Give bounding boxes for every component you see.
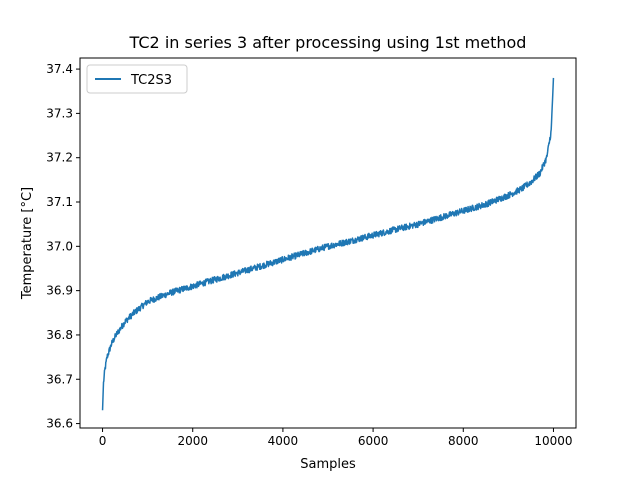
- y-tick-label: 37.2: [46, 151, 73, 165]
- x-tick-label: 6000: [358, 434, 389, 448]
- y-axis-label: Temperature [°C]: [20, 187, 35, 300]
- x-tick-label: 4000: [268, 434, 299, 448]
- y-tick-label: 37.1: [46, 195, 73, 209]
- plot-background: [80, 58, 576, 428]
- x-tick-label: 0: [99, 434, 107, 448]
- chart-title: TC2 in series 3 after processing using 1…: [129, 33, 527, 52]
- y-tick-label: 36.7: [46, 372, 73, 386]
- x-tick-label: 8000: [448, 434, 479, 448]
- y-axis-ticks: 36.6 36.7 36.8 36.9 37.0 37.1 37.2 37.3 37.4: [46, 62, 80, 431]
- x-tick-label: 10000: [534, 434, 572, 448]
- y-tick-label: 36.9: [46, 284, 73, 298]
- y-tick-label: 37.3: [46, 106, 73, 120]
- legend: TC2S3: [86, 64, 188, 94]
- y-tick-label: 37.0: [46, 239, 73, 253]
- series-line-tc2s3: [101, 77, 555, 411]
- legend-label-tc2s3: TC2S3: [130, 73, 172, 88]
- y-tick-label: 36.8: [46, 328, 73, 342]
- series-group: [101, 77, 555, 411]
- x-axis-ticks: 0 2000 4000 6000 8000 10000: [99, 428, 573, 448]
- y-tick-label: 36.6: [46, 417, 73, 431]
- plot-area: [79, 57, 577, 429]
- x-axis-label: Samples: [300, 457, 356, 472]
- legend-box: [86, 64, 188, 94]
- y-tick-label: 37.4: [46, 62, 73, 76]
- plot-frame: [79, 57, 577, 429]
- x-tick-label: 2000: [177, 434, 208, 448]
